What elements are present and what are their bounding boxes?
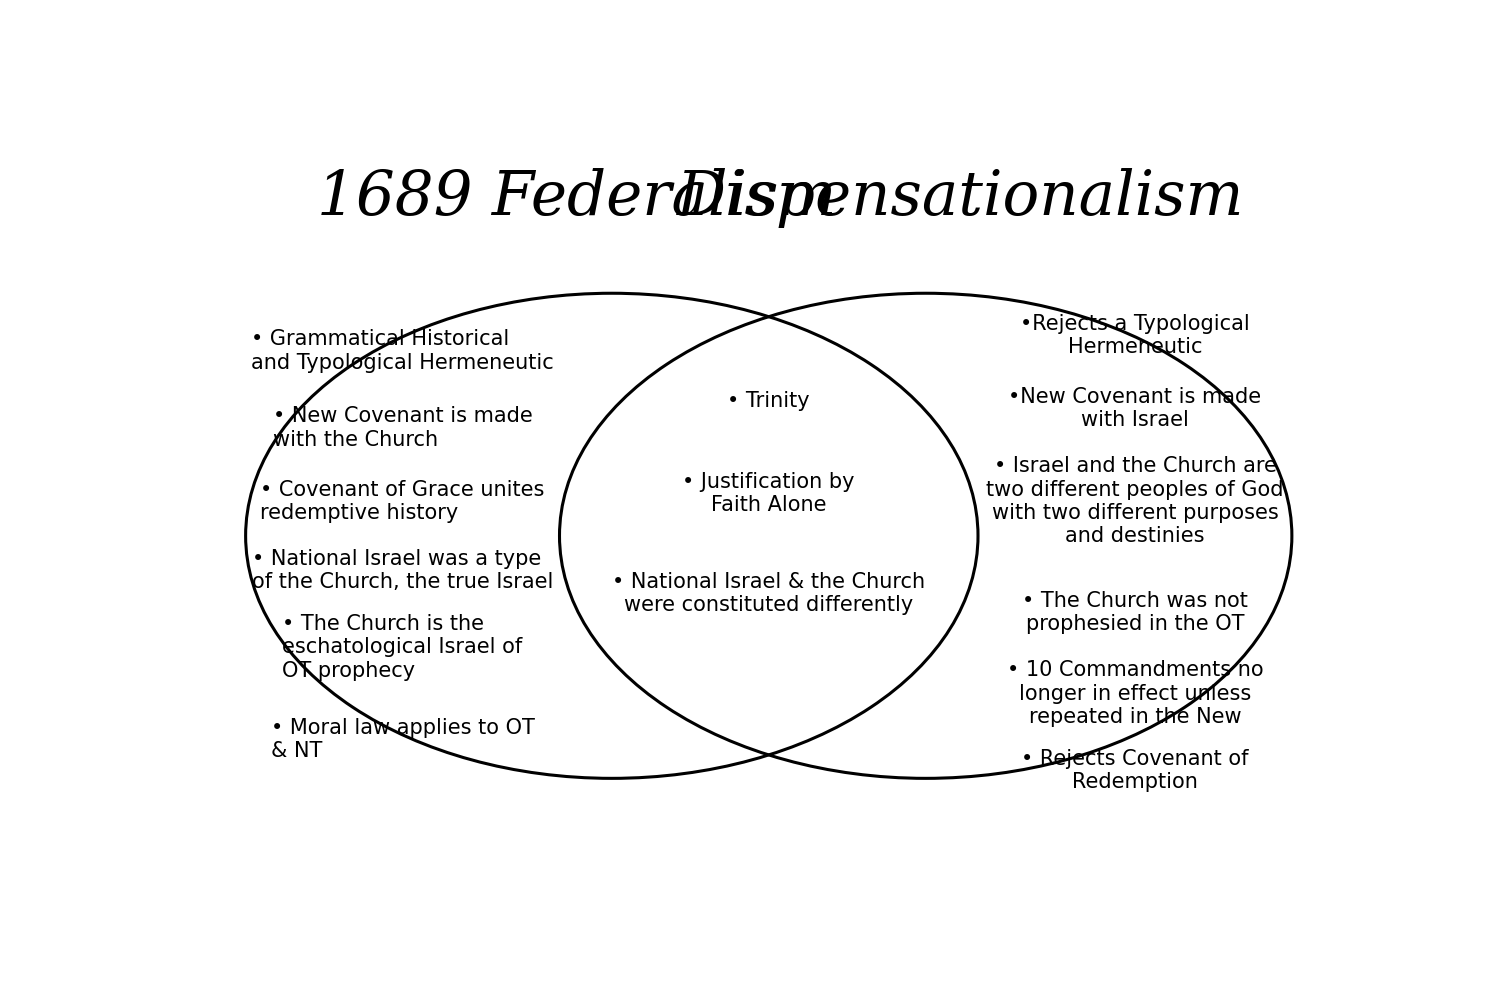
- Text: • 10 Commandments no
longer in effect unless
repeated in the New: • 10 Commandments no longer in effect un…: [1007, 660, 1263, 727]
- Text: • New Covenant is made
with the Church: • New Covenant is made with the Church: [273, 406, 532, 450]
- Text: • Rejects Covenant of
Redemption: • Rejects Covenant of Redemption: [1022, 749, 1248, 792]
- Text: • Trinity: • Trinity: [728, 391, 810, 411]
- Text: • National Israel & the Church
were constituted differently: • National Israel & the Church were cons…: [612, 572, 926, 615]
- Text: Dispensationalism: Dispensationalism: [676, 168, 1245, 228]
- Text: • National Israel was a type
of the Church, the true Israel: • National Israel was a type of the Chur…: [252, 549, 554, 592]
- Text: • Covenant of Grace unites
redemptive history: • Covenant of Grace unites redemptive hi…: [261, 480, 544, 523]
- Text: • Israel and the Church are
two different peoples of God
with two different purp: • Israel and the Church are two differen…: [986, 456, 1284, 546]
- Text: • Moral law applies to OT
& NT: • Moral law applies to OT & NT: [270, 718, 534, 761]
- Text: • The Church is the
eschatological Israel of
OT prophecy: • The Church is the eschatological Israe…: [282, 614, 522, 681]
- Text: • Grammatical Historical
and Typological Hermeneutic: • Grammatical Historical and Typological…: [251, 329, 554, 373]
- Text: • Justification by
Faith Alone: • Justification by Faith Alone: [682, 472, 855, 515]
- Text: •Rejects a Typological
Hermeneutic: •Rejects a Typological Hermeneutic: [1020, 314, 1250, 357]
- Text: • The Church was not
prophesied in the OT: • The Church was not prophesied in the O…: [1022, 591, 1248, 634]
- Text: 1689 Federalism: 1689 Federalism: [318, 168, 837, 228]
- Text: •New Covenant is made
with Israel: •New Covenant is made with Israel: [1008, 387, 1262, 430]
